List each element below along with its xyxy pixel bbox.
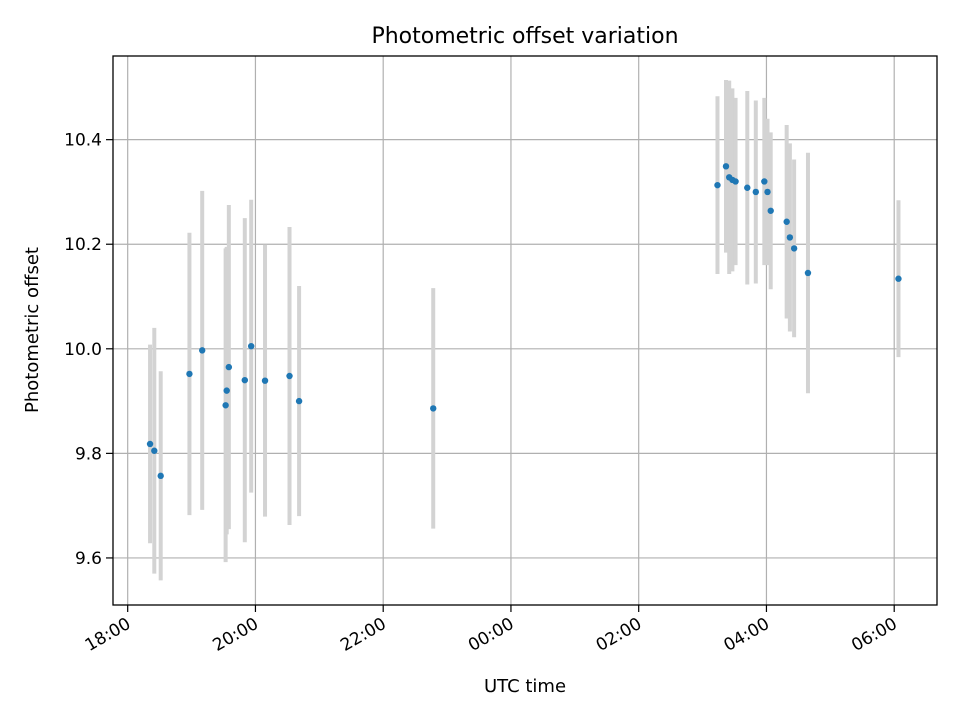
data-point <box>764 188 771 196</box>
y-axis-label: Photometric offset <box>22 247 43 413</box>
data-point <box>895 275 902 282</box>
y-axis-ticks: 9.6 9.8 10.0 10.2 10.4 <box>64 131 113 569</box>
y-tick-label: 9.8 <box>75 444 102 464</box>
data-point <box>261 377 269 384</box>
y-tick-label: 10.2 <box>64 235 102 255</box>
y-tick-label: 9.6 <box>75 549 102 569</box>
data-point <box>752 188 760 196</box>
data-point <box>761 178 768 185</box>
x-axis-label: UTC time <box>484 676 566 697</box>
y-tick-label: 10.0 <box>64 340 102 360</box>
y-tick-label: 10.4 <box>64 131 102 151</box>
data-point <box>151 447 158 454</box>
data-point <box>247 342 255 350</box>
data-point <box>783 218 790 225</box>
data-point <box>223 387 230 394</box>
data-point <box>722 163 730 170</box>
data-point <box>186 370 193 378</box>
data-point <box>786 234 794 241</box>
data-point <box>714 181 721 189</box>
chart-title: Photometric offset variation <box>371 24 678 49</box>
data-point <box>157 472 164 480</box>
data-point <box>732 178 739 185</box>
data-point <box>222 402 229 409</box>
data-point <box>295 397 303 405</box>
data-point <box>767 207 774 214</box>
data-point <box>286 372 293 380</box>
data-point <box>146 440 154 448</box>
data-point <box>790 245 798 252</box>
data-point <box>804 269 812 277</box>
data-point <box>199 347 206 354</box>
data-point <box>225 363 233 371</box>
plot-frame <box>112 55 938 606</box>
data-point <box>430 405 437 412</box>
data-points <box>146 163 902 480</box>
data-point <box>744 184 751 191</box>
data-point <box>241 376 248 384</box>
